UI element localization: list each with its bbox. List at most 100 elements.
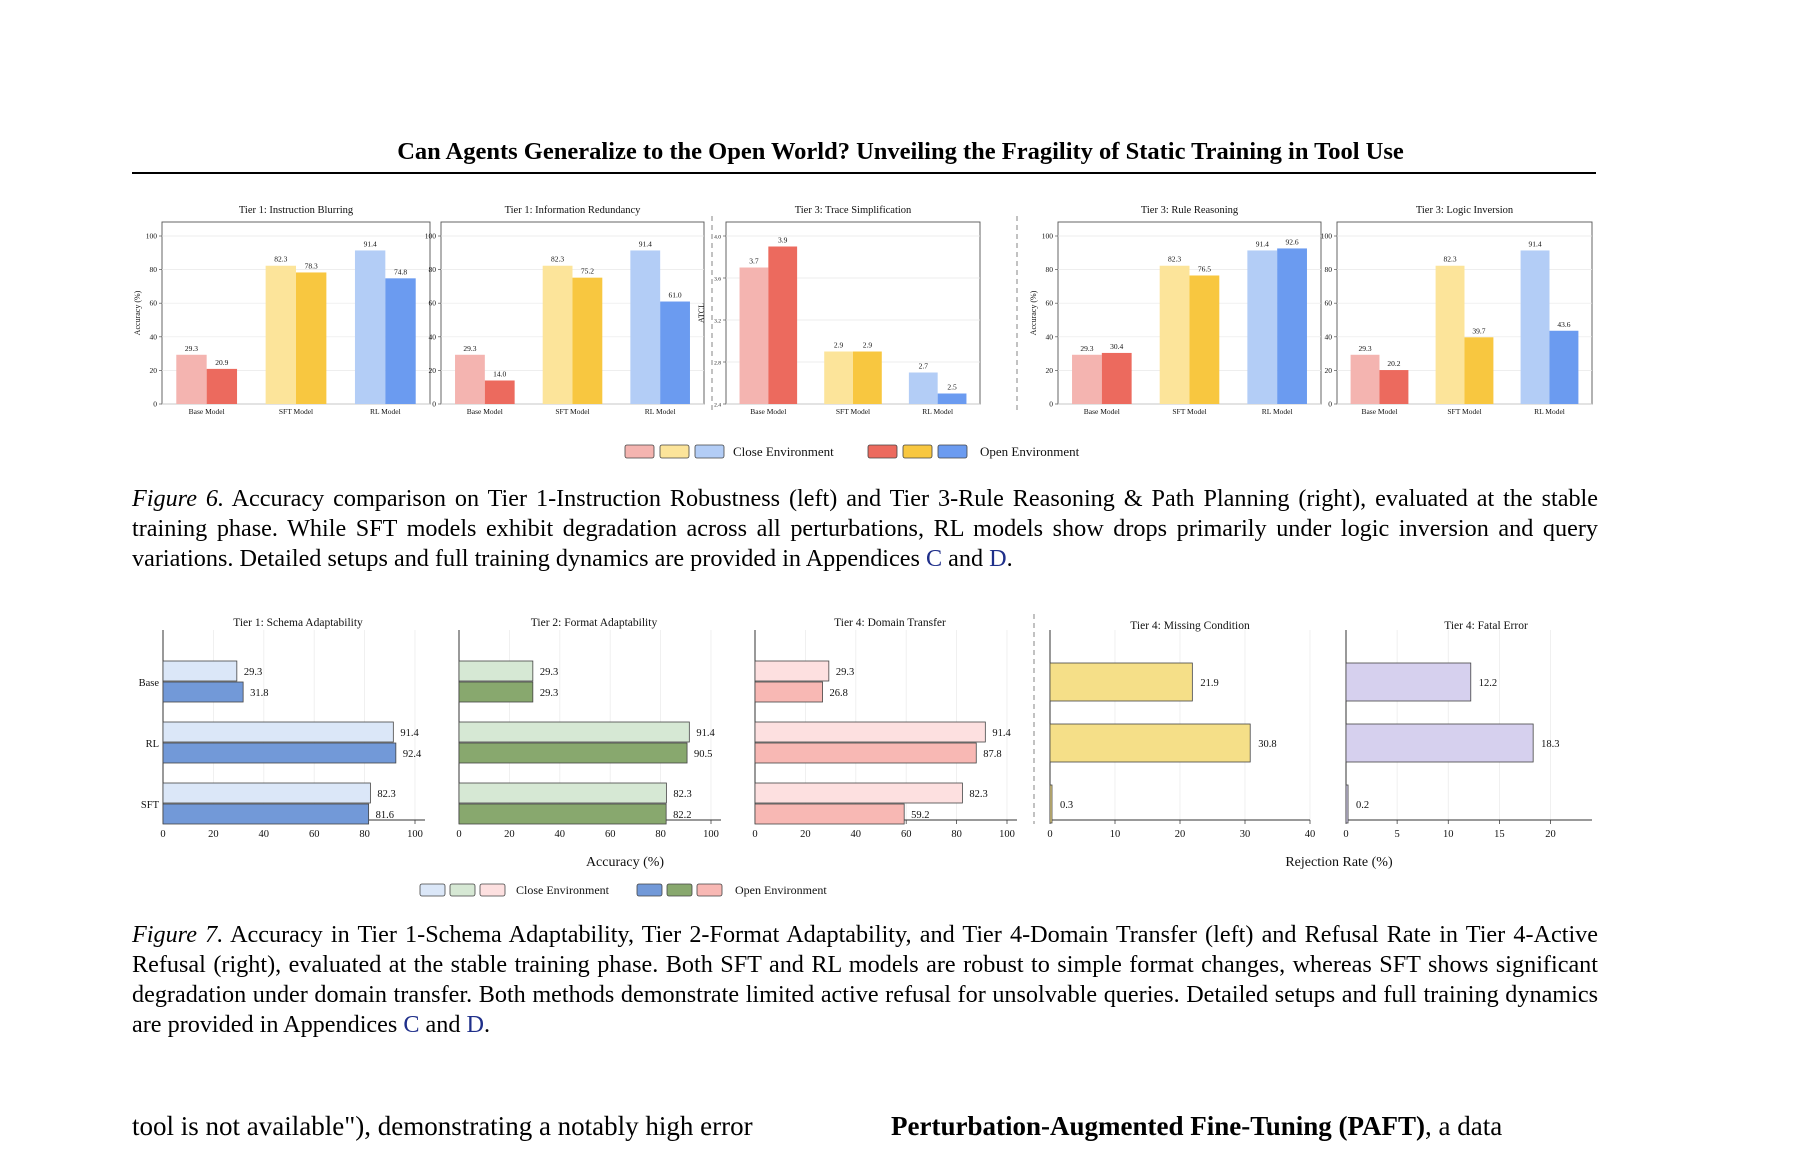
caption-period: . [484, 1011, 491, 1038]
bar [1049, 784, 1053, 824]
x-tick-label: 0 [1047, 829, 1052, 840]
x-tick-label: RL Model [1262, 407, 1293, 416]
bar-open [754, 742, 977, 764]
bar-value-label: 21.9 [1200, 678, 1218, 689]
x-tick-label: RL Model [645, 407, 676, 416]
bar [1345, 723, 1534, 763]
panel-title: Tier 2: Format Adaptability [531, 617, 658, 629]
panel-title: Tier 4: Fatal Error [1444, 620, 1528, 632]
bar-value-label: 91.4 [639, 239, 652, 248]
y-axis-label: Accuracy (%) [1029, 290, 1038, 335]
bar-value-label: 91.4 [1528, 239, 1541, 248]
appendix-c-link[interactable]: C [925, 545, 943, 572]
y-tick-label: 40 [429, 332, 437, 341]
panel-title: Tier 4: Domain Transfer [834, 617, 946, 629]
x-tick-label: 0 [752, 829, 757, 840]
y-tick-label: 20 [1046, 366, 1054, 375]
bar-value-label: 0.3 [1060, 800, 1073, 811]
bar-close [1247, 250, 1278, 404]
x-tick-label: Base Model [750, 407, 786, 416]
x-tick-label: 80 [951, 829, 962, 840]
bar-value-label: 92.6 [1286, 237, 1299, 246]
x-tick-label: 30 [1240, 829, 1251, 840]
y-axis-label: Accuracy (%) [133, 290, 142, 335]
y-tick-label: RL [146, 739, 159, 750]
bar-open [162, 681, 244, 703]
legend-swatch-close [419, 883, 446, 897]
legend-swatch-open [696, 883, 723, 897]
x-tick-label: 20 [1175, 829, 1186, 840]
bar-value-label: 91.4 [400, 728, 419, 739]
bar-close [739, 267, 769, 404]
x-tick-label: 100 [407, 829, 423, 840]
bar-close [265, 265, 296, 404]
legend-open-label: Open Environment [980, 444, 1080, 459]
bar-open [768, 246, 798, 404]
bar-value-label: 91.4 [696, 728, 715, 739]
bar-close [458, 782, 667, 804]
bar-value-label: 74.8 [394, 267, 407, 276]
y-tick-label: 60 [150, 299, 158, 308]
fig7-panel-4: Tier 4: Missing Condition 0 10 20 30 40 21.9 30… [1047, 620, 1315, 840]
bar-open [572, 277, 603, 404]
figure-7-label: Figure 7. [132, 921, 224, 948]
x-tick-label: 100 [703, 829, 719, 840]
bar-value-label: 61.0 [669, 291, 682, 300]
bar-value-label: 82.3 [673, 789, 691, 800]
legend-open-label: Open Environment [735, 883, 827, 897]
bar-value-label: 29.3 [244, 667, 262, 678]
bar-open [1277, 248, 1307, 404]
bar-value-label: 39.7 [1472, 326, 1485, 335]
figure-6-caption: Figure 6. Accuracy comparison on Tier 1-… [132, 484, 1598, 574]
legend-swatch-open [902, 444, 933, 459]
bar-close [630, 250, 661, 404]
bar-value-label: 30.4 [1110, 342, 1123, 351]
panel-title: Tier 1: Information Redundancy [505, 205, 642, 216]
x-tick-label: 20 [504, 829, 515, 840]
bar-open [660, 301, 690, 404]
bar-close [176, 354, 207, 404]
x-tick-label: 20 [800, 829, 811, 840]
bar-open [206, 368, 238, 404]
bar [1049, 662, 1193, 702]
panel-title: Tier 1: Instruction Blurring [239, 205, 354, 216]
legend-swatch-open [937, 444, 968, 459]
bar-value-label: 30.8 [1258, 739, 1276, 750]
y-tick-label: 40 [150, 332, 158, 341]
figure-6: Tier 1: Instruction Blurring 0 20 40 60 80 100… [133, 205, 1593, 459]
bar-value-label: 59.2 [911, 810, 929, 821]
legend-swatch-open [666, 883, 693, 897]
bar-value-label: 18.3 [1541, 739, 1559, 750]
bar-close [754, 782, 963, 804]
x-tick-label: 40 [555, 829, 566, 840]
bar-value-label: 29.3 [1358, 344, 1371, 353]
bar-value-label: 29.3 [1080, 344, 1093, 353]
appendix-d-link[interactable]: D [466, 1011, 484, 1038]
bar-close [354, 250, 386, 404]
paper-running-title: Can Agents Generalize to the Open World?… [397, 138, 1404, 165]
appendix-d-link[interactable]: D [989, 545, 1007, 572]
fig7-panel-5: Tier 4: Fatal Error 0 5 10 15 20 12.2 18.3 0.2 [1343, 620, 1592, 840]
y-tick-label: 60 [1046, 299, 1054, 308]
bar-close [455, 354, 485, 404]
body-right-column-text: Perturbation-Augmented Fine-Tuning (PAFT… [891, 1106, 1502, 1146]
x-tick-label: 60 [309, 829, 320, 840]
bar-value-label: 91.4 [992, 728, 1011, 739]
legend-swatch-open [867, 444, 898, 459]
bar-close [542, 265, 573, 404]
figure-6-label: Figure 6. [132, 485, 224, 512]
fig6-panel-3: Tier 3: Trace Simplification 2.4 2.8 3.2 3.6… [697, 205, 981, 416]
y-tick-label: 100 [425, 232, 437, 241]
fig6-panel-5: Tier 3: Logic Inversion 0 20 40 60 80 100 29.3 2… [1321, 205, 1593, 416]
bar-value-label: 20.2 [1387, 359, 1400, 368]
bar-value-label: 31.8 [250, 688, 268, 699]
appendix-c-link[interactable]: C [403, 1011, 420, 1038]
x-tick-label: RL Model [922, 407, 953, 416]
bar-value-label: 0.2 [1356, 800, 1369, 811]
bar-value-label: 26.8 [830, 688, 848, 699]
bar-open [853, 351, 882, 404]
caption-and: and [419, 1011, 467, 1038]
bar-value-label: 3.7 [749, 257, 759, 266]
bar-value-label: 43.6 [1557, 320, 1570, 329]
bar-value-label: 29.3 [540, 688, 558, 699]
